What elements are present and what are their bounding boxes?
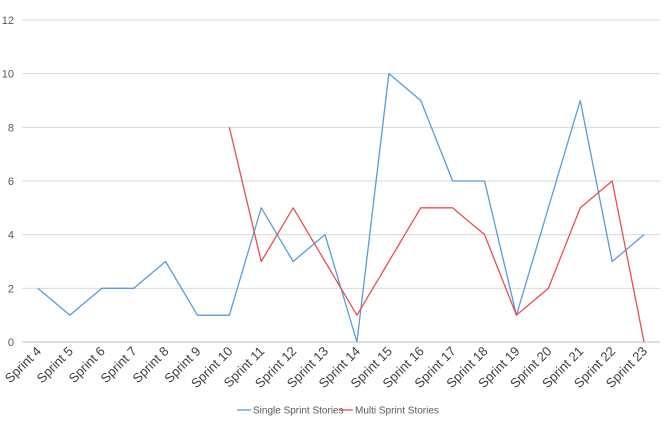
y-tick-label: 4 — [8, 230, 14, 242]
y-tick-label: 0 — [8, 337, 14, 349]
series-line-1 — [228, 127, 645, 343]
legend-label-0: Single Sprint Stories — [253, 406, 344, 417]
y-tick-label: 6 — [8, 176, 14, 188]
y-axis-ticks: 0 2 4 6 8 10 12 — [2, 15, 14, 349]
series-line-0 — [37, 73, 645, 343]
gridlines — [22, 19, 660, 343]
legend: Single Sprint Stories Multi Sprint Storie… — [237, 406, 439, 417]
y-tick-label: 12 — [2, 15, 14, 27]
series-lines — [37, 73, 645, 343]
y-tick-label: 10 — [2, 69, 14, 81]
y-tick-label: 2 — [8, 283, 14, 295]
legend-label-1: Multi Sprint Stories — [355, 406, 439, 417]
y-tick-label: 8 — [8, 122, 14, 134]
